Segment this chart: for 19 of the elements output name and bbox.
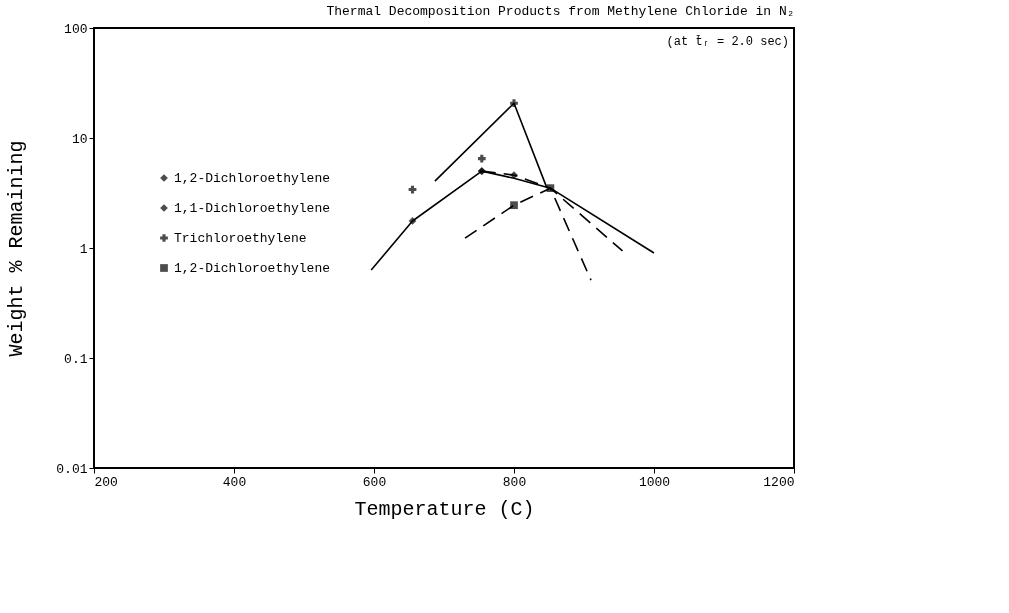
x-tick-label: 1200 — [763, 474, 795, 490]
y-tick-label: 100 — [64, 21, 88, 37]
legend-label: 1,2-Dichloroethylene — [174, 261, 331, 276]
y-tick-label: 1 — [79, 241, 88, 257]
x-axis-title: Temperature (C) — [354, 497, 535, 521]
x-tick-label: 600 — [362, 474, 387, 490]
x-tick-label: 1000 — [638, 474, 671, 490]
chart-title: Thermal Decomposition Products from Methylene Chloride in N₂ — [326, 4, 795, 19]
x-tick-label: 400 — [222, 474, 247, 490]
y-tick-label: 0.1 — [64, 351, 88, 367]
y-axis-title: Weight % Remaining — [5, 140, 29, 357]
x-tick-label: 800 — [502, 474, 527, 490]
legend-label: Trichloroethylene — [174, 231, 307, 246]
legend-label: 1,1-Dichloroethylene — [174, 201, 331, 216]
x-tick-label: 200 — [94, 474, 118, 490]
annotation: (at t̄ᵣ = 2.0 sec) — [666, 34, 789, 49]
legend-label: 1,2-Dichloroethylene — [174, 171, 331, 186]
y-tick-label: 10 — [71, 131, 88, 147]
y-tick-label: 0.01 — [56, 461, 88, 477]
